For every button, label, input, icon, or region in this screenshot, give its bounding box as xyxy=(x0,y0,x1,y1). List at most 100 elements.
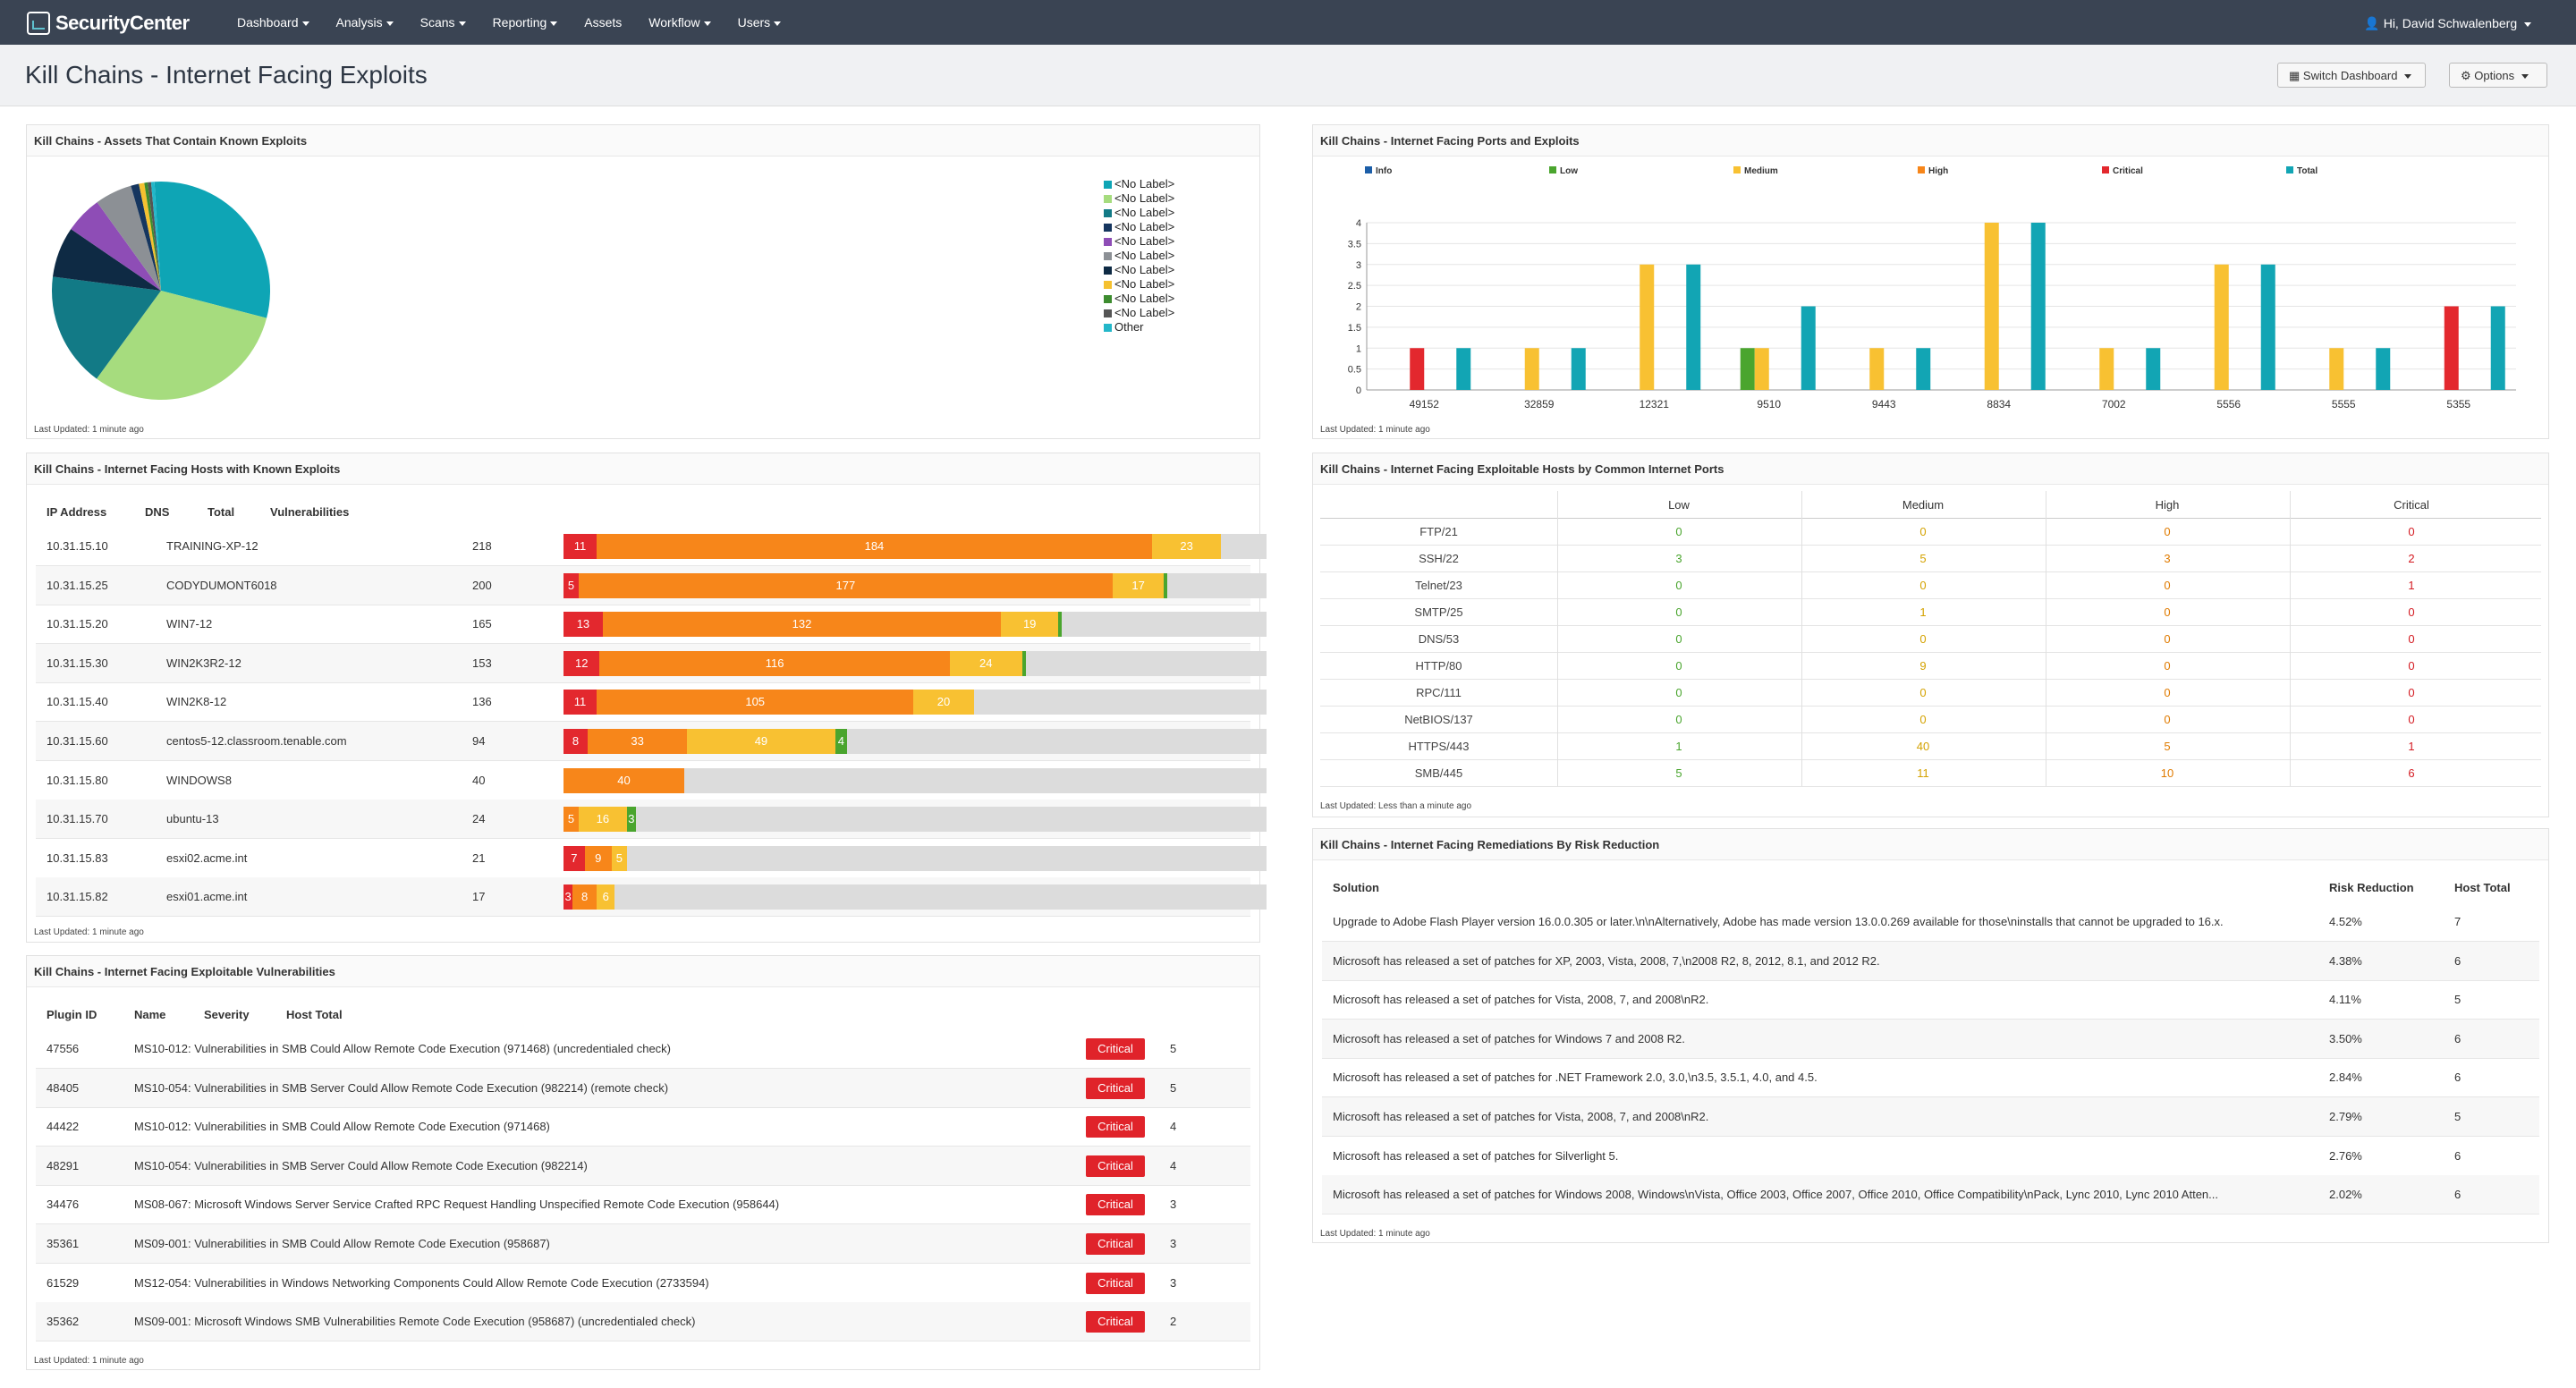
port-count-cell[interactable]: 0 xyxy=(1675,579,1682,592)
bar-total[interactable] xyxy=(2260,264,2275,390)
bar-segment-crit[interactable]: 7 xyxy=(564,845,585,871)
table-row[interactable]: 10.31.15.82 esxi01.acme.int 17 3 8 6 xyxy=(36,877,1267,918)
table-row[interactable]: 10.31.15.80 WINDOWS8 40 40 xyxy=(36,761,1267,800)
table-row[interactable]: 10.31.15.20 WIN7-12 165 13 132 19 xyxy=(36,605,1267,645)
port-row[interactable]: DNS/53 0 0 0 0 xyxy=(1320,625,2541,653)
table-row[interactable]: 10.31.15.83 esxi02.acme.int 21 7 9 5 xyxy=(36,839,1267,878)
bar-segment-med[interactable]: 19 xyxy=(1001,612,1059,638)
pie-slice[interactable] xyxy=(150,182,161,291)
vulnerability-bar[interactable]: 11 184 23 xyxy=(564,534,1267,559)
menu-item-scans[interactable]: Scans xyxy=(420,15,466,30)
table-row[interactable]: 48405 MS10-054: Vulnerabilities in SMB Se… xyxy=(36,1068,1250,1108)
port-count-cell[interactable]: 9 xyxy=(1919,659,1927,673)
pie-legend-item[interactable]: <No Label> xyxy=(1104,191,1174,205)
table-row[interactable]: 48291 MS10-054: Vulnerabilities in SMB Se… xyxy=(36,1146,1250,1186)
port-row[interactable]: NetBIOS/137 0 0 0 0 xyxy=(1320,706,2541,733)
bar-medium[interactable] xyxy=(1869,348,1885,390)
port-count-cell[interactable]: 1 xyxy=(2408,740,2415,753)
port-count-cell[interactable]: 0 xyxy=(1919,525,1927,538)
bar-segment-low[interactable]: 4 xyxy=(835,729,848,754)
port-count-cell[interactable]: 3 xyxy=(2164,552,2171,565)
pie-legend-item[interactable]: Other xyxy=(1104,320,1144,334)
col-header-total[interactable]: Total xyxy=(208,505,235,519)
pie-slice[interactable] xyxy=(148,182,161,291)
port-count-cell[interactable]: 1 xyxy=(1919,605,1927,619)
table-row[interactable]: 10.31.15.40 WIN2K8-12 136 11 105 20 xyxy=(36,682,1267,723)
port-count-cell[interactable]: 0 xyxy=(2408,686,2415,699)
menu-item-reporting[interactable]: Reporting xyxy=(493,15,558,30)
vulnerability-bar[interactable]: 5 177 17 xyxy=(564,572,1267,598)
bar-total[interactable] xyxy=(1456,348,1471,390)
col-header-ip[interactable]: IP Address xyxy=(47,505,107,519)
port-count-cell[interactable]: 0 xyxy=(1675,605,1682,619)
bar-segment-low[interactable] xyxy=(1058,612,1063,638)
table-row[interactable]: 10.31.15.70 ubuntu-13 24 5 16 3 xyxy=(36,800,1267,840)
col-header-dns[interactable]: DNS xyxy=(145,505,170,519)
bar-segment-med[interactable]: 49 xyxy=(687,729,835,754)
bar-segment-high[interactable]: 116 xyxy=(599,650,950,676)
port-row[interactable]: Telnet/23 0 0 0 1 xyxy=(1320,571,2541,599)
bar-medium[interactable] xyxy=(2329,348,2344,390)
bar-total[interactable] xyxy=(1686,264,1701,390)
col-header-solution[interactable]: Solution xyxy=(1333,881,1379,894)
bar-segment-high[interactable]: 9 xyxy=(584,845,612,871)
port-count-cell[interactable]: 0 xyxy=(2164,605,2171,619)
port-count-cell[interactable]: 3 xyxy=(1675,552,1682,565)
pie-slice[interactable] xyxy=(144,182,161,291)
pie-slice[interactable] xyxy=(154,182,270,318)
severity-column-header[interactable]: Critical xyxy=(2394,498,2429,512)
port-count-cell[interactable]: 0 xyxy=(2408,713,2415,726)
pie-legend-item[interactable]: <No Label> xyxy=(1104,206,1174,219)
bar-segment-low[interactable] xyxy=(1021,650,1026,676)
bar-segment-med[interactable]: 24 xyxy=(949,650,1022,676)
table-row[interactable]: 10.31.15.60 centos5-12.classroom.tenable.… xyxy=(36,722,1267,761)
port-count-cell[interactable]: 5 xyxy=(2164,740,2171,753)
port-row[interactable]: RPC/111 0 0 0 0 xyxy=(1320,679,2541,707)
port-count-cell[interactable]: 0 xyxy=(1675,713,1682,726)
port-count-cell[interactable]: 0 xyxy=(1919,713,1927,726)
port-count-cell[interactable]: 11 xyxy=(1917,766,1929,780)
severity-column-header[interactable]: High xyxy=(2155,498,2180,512)
port-row[interactable]: SSH/22 3 5 3 2 xyxy=(1320,545,2541,572)
port-count-cell[interactable]: 0 xyxy=(1919,686,1927,699)
table-row[interactable]: Microsoft has released a set of patches … xyxy=(1322,941,2539,981)
vulnerability-bar[interactable]: 8 33 49 4 xyxy=(564,729,1267,754)
chart-legend-label[interactable]: Critical xyxy=(2113,166,2143,176)
vulnerability-bar[interactable]: 40 xyxy=(564,767,1267,793)
pie-slice[interactable] xyxy=(131,183,161,291)
port-count-cell[interactable]: 0 xyxy=(1675,632,1682,646)
bar-critical[interactable] xyxy=(1410,348,1425,390)
col-header-name[interactable]: Name xyxy=(134,1008,166,1021)
port-row[interactable]: SMB/445 5 11 10 6 xyxy=(1320,759,2541,787)
bar-total[interactable] xyxy=(2376,348,2391,390)
table-row[interactable]: Microsoft has released a set of patches … xyxy=(1322,1058,2539,1098)
vulnerability-bar[interactable]: 11 105 20 xyxy=(564,690,1267,715)
bar-total[interactable] xyxy=(1801,306,1816,391)
port-count-cell[interactable]: 0 xyxy=(2408,605,2415,619)
port-count-cell[interactable]: 0 xyxy=(2408,632,2415,646)
port-count-cell[interactable]: 0 xyxy=(1919,632,1927,646)
bar-low[interactable] xyxy=(1740,348,1755,390)
bar-segment-high[interactable]: 40 xyxy=(564,767,684,793)
bar-medium[interactable] xyxy=(1754,348,1769,390)
chart-legend-label[interactable]: Info xyxy=(1376,166,1392,176)
port-count-cell[interactable]: 0 xyxy=(2164,579,2171,592)
port-count-cell[interactable]: 6 xyxy=(2408,766,2415,780)
pie-slice[interactable] xyxy=(97,185,161,291)
table-row[interactable]: 34476 MS08-067: Microsoft Windows Server … xyxy=(36,1185,1250,1225)
col-header-vulnerabilities[interactable]: Vulnerabilities xyxy=(270,505,350,519)
col-header-host-total[interactable]: Host Total xyxy=(2454,881,2511,894)
menu-item-dashboard[interactable]: Dashboard xyxy=(237,15,309,30)
chart-legend-label[interactable]: High xyxy=(1928,166,1948,176)
brand-logo[interactable]: SecurityCenter xyxy=(27,11,190,36)
port-count-cell[interactable]: 1 xyxy=(1675,740,1682,753)
pie-legend-item[interactable]: <No Label> xyxy=(1104,234,1174,248)
chart-legend-label[interactable]: Medium xyxy=(1744,166,1778,176)
port-count-cell[interactable]: 0 xyxy=(1919,579,1927,592)
bar-segment-med[interactable]: 6 xyxy=(597,884,615,910)
table-row[interactable]: Microsoft has released a set of patches … xyxy=(1322,1137,2539,1176)
severity-column-header[interactable]: Medium xyxy=(1902,498,1945,512)
bar-medium[interactable] xyxy=(1524,348,1539,390)
